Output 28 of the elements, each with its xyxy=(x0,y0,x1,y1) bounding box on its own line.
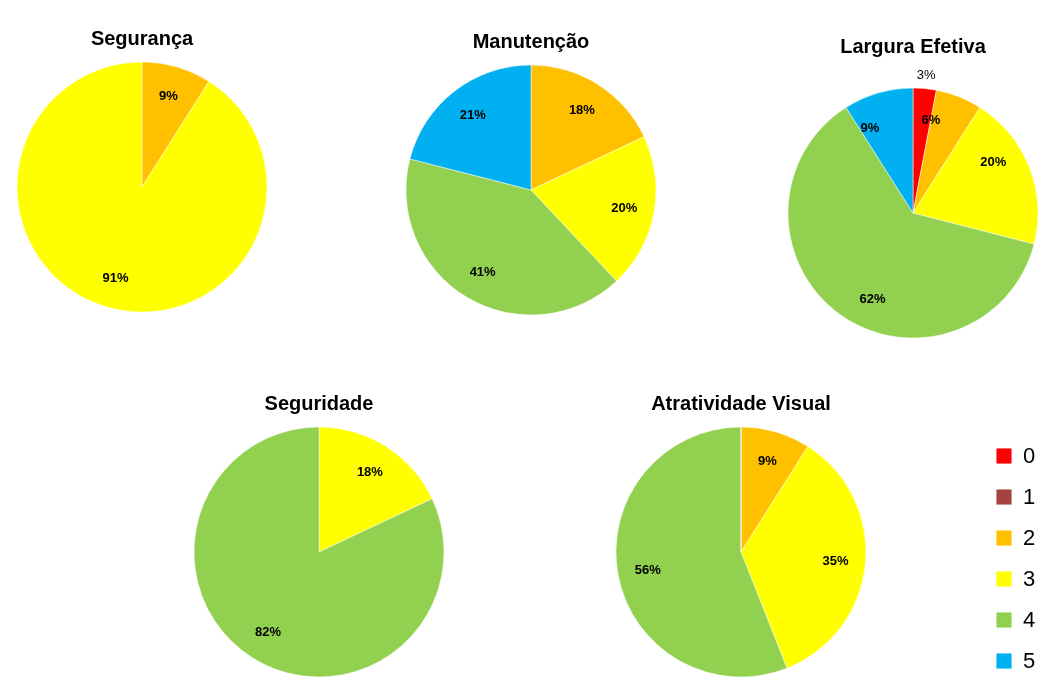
data-label: 62% xyxy=(859,290,886,306)
data-label: 20% xyxy=(611,199,638,215)
data-label: 41% xyxy=(469,263,497,279)
legend-label: 2 xyxy=(1023,525,1036,550)
data-label: 82% xyxy=(255,624,282,640)
data-label: 56% xyxy=(634,561,662,577)
legend-label: 0 xyxy=(1023,443,1036,468)
legend-label: 1 xyxy=(1023,484,1036,509)
pie-slice xyxy=(16,61,268,313)
legend-label: 5 xyxy=(1023,648,1036,673)
legend-label: 3 xyxy=(1023,566,1036,591)
pie-slice xyxy=(193,426,445,678)
legend-label: 4 xyxy=(1023,607,1036,632)
chart-title: Atratividade Visual xyxy=(651,392,831,414)
data-label: 18% xyxy=(568,101,596,117)
data-label: 20% xyxy=(980,154,1007,170)
chart-title: Seguridade xyxy=(264,392,374,414)
data-label: 3% xyxy=(916,66,936,82)
chart-title: Largura Efetiva xyxy=(840,34,987,57)
data-label: 9% xyxy=(159,87,179,103)
data-label: 9% xyxy=(758,452,778,468)
data-label: 91% xyxy=(102,270,129,286)
data-label: 21% xyxy=(459,106,487,122)
data-label: 9% xyxy=(860,120,880,136)
chart-title: Segurança xyxy=(90,27,195,49)
data-label: 35% xyxy=(822,552,850,568)
data-label: 18% xyxy=(356,463,384,479)
chart-title: Manutenção xyxy=(472,30,590,52)
